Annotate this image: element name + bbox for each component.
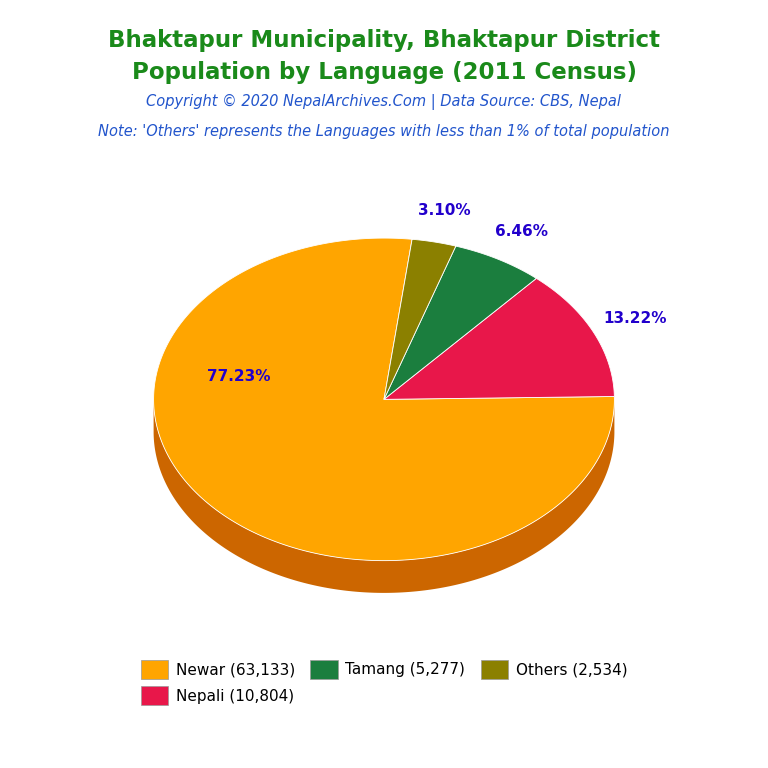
- Text: 77.23%: 77.23%: [207, 369, 270, 384]
- Text: Bhaktapur Municipality, Bhaktapur District: Bhaktapur Municipality, Bhaktapur Distri…: [108, 29, 660, 52]
- Text: Population by Language (2011 Census): Population by Language (2011 Census): [131, 61, 637, 84]
- Legend: Newar (63,133), Nepali (10,804), Tamang (5,277), Others (2,534): Newar (63,133), Nepali (10,804), Tamang …: [134, 654, 634, 711]
- Polygon shape: [154, 400, 614, 593]
- Text: Note: 'Others' represents the Languages with less than 1% of total population: Note: 'Others' represents the Languages …: [98, 124, 670, 140]
- Polygon shape: [154, 238, 614, 561]
- Text: Copyright © 2020 NepalArchives.Com | Data Source: CBS, Nepal: Copyright © 2020 NepalArchives.Com | Dat…: [147, 94, 621, 110]
- Polygon shape: [384, 246, 536, 399]
- Text: 13.22%: 13.22%: [603, 310, 667, 326]
- Text: 3.10%: 3.10%: [418, 203, 471, 218]
- Polygon shape: [384, 240, 455, 399]
- Text: 6.46%: 6.46%: [495, 224, 548, 239]
- Polygon shape: [384, 278, 614, 399]
